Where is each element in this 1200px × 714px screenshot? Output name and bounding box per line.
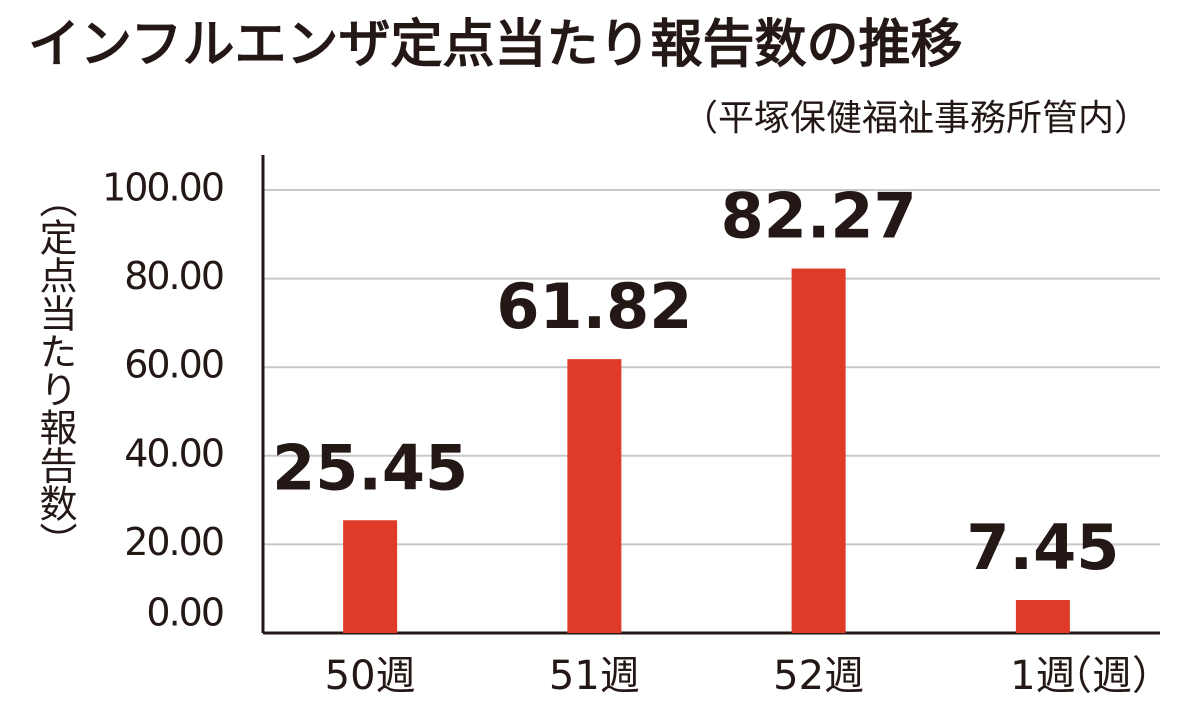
bar xyxy=(567,359,622,633)
y-axis-title: （定点当たり報告数） xyxy=(33,180,77,560)
x-tick-label: 1週 xyxy=(1010,653,1075,699)
x-tick-label: 50週 xyxy=(325,653,416,699)
value-label: 61.82 xyxy=(496,270,692,343)
bar xyxy=(791,268,846,633)
y-tick-label: 0.00 xyxy=(146,591,223,635)
chart-subtitle: （平塚保健福祉事務所管内） xyxy=(682,98,1150,139)
bar xyxy=(1015,599,1070,633)
y-tick-label: 60.00 xyxy=(124,343,223,387)
value-label: 82.27 xyxy=(721,180,917,253)
y-tick-label: 20.00 xyxy=(124,520,223,564)
x-axis-title: （週） xyxy=(1052,653,1172,699)
value-label: 7.45 xyxy=(966,511,1119,584)
y-tick-label: 100.00 xyxy=(102,166,223,210)
chart-title: インフルエンザ定点当たり報告数の推移 xyxy=(28,15,962,75)
value-label: 25.45 xyxy=(272,431,468,504)
y-tick-label: 40.00 xyxy=(124,431,223,475)
x-tick-label: 52週 xyxy=(773,653,864,699)
bar xyxy=(343,520,398,633)
y-tick-label: 80.00 xyxy=(124,254,223,298)
x-tick-label: 51週 xyxy=(549,653,640,699)
